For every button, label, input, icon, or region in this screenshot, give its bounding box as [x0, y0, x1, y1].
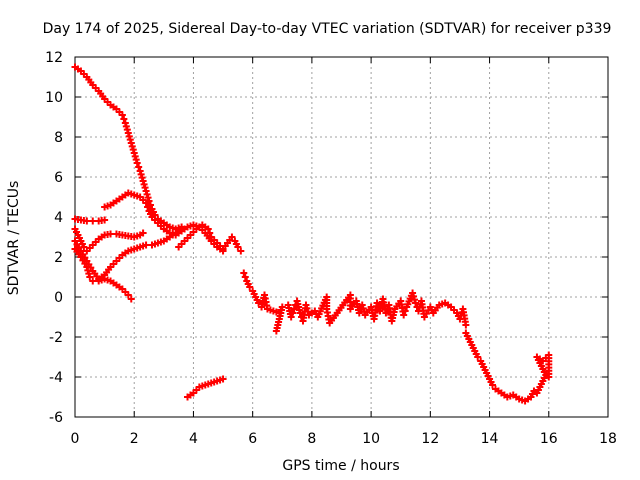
- data-point-arc-day: [287, 313, 295, 321]
- data-point-arc-late: [204, 225, 212, 233]
- y-tick-label: 4: [54, 210, 63, 226]
- y-tick-label: 12: [45, 50, 63, 66]
- data-point-arc-2: [178, 225, 186, 233]
- data-point-arc-late: [234, 243, 242, 251]
- data-point-arc-low: [124, 291, 132, 299]
- y-axis-label: SDTVAR / TECUs: [6, 181, 22, 296]
- chart-title: Day 174 of 2025, Sidereal Day-to-day VTE…: [43, 21, 612, 37]
- data-point-arc-3: [139, 229, 147, 237]
- data-point-arc-2: [142, 241, 150, 249]
- x-tick-label: 16: [540, 431, 558, 447]
- y-tick-label: 0: [54, 290, 63, 306]
- data-point-arc-eve: [489, 381, 497, 389]
- data-point-arc-dawn: [246, 283, 254, 291]
- data-point-arc-late: [237, 247, 245, 255]
- data-points: [71, 63, 553, 405]
- y-tick-label: -2: [49, 330, 63, 346]
- y-tick-label: 2: [54, 250, 63, 266]
- y-tick-label: 8: [54, 130, 63, 146]
- data-point-arc-day: [289, 309, 297, 317]
- data-point-arc-mid: [144, 203, 152, 211]
- data-point-arc-eve: [474, 353, 482, 361]
- data-point-arc-day: [401, 307, 409, 315]
- data-point-arc-day: [400, 311, 408, 319]
- data-point-arc-day: [296, 309, 304, 317]
- y-tick-label: -6: [49, 410, 63, 426]
- x-tick-label: 18: [599, 431, 617, 447]
- data-point-arc-high: [120, 115, 128, 123]
- x-tick-label: 2: [130, 431, 139, 447]
- x-tick-label: 4: [189, 431, 198, 447]
- x-tick-label: 14: [481, 431, 499, 447]
- data-point-arc-day: [462, 321, 470, 329]
- data-point-arc-eve: [545, 373, 553, 381]
- x-axis-label: GPS time / hours: [282, 458, 399, 474]
- x-tick-label: 6: [248, 431, 257, 447]
- data-point-arc-day: [355, 309, 363, 317]
- data-point-arc-4: [101, 216, 109, 224]
- data-point-arc-4: [89, 217, 97, 225]
- x-tick-label: 0: [71, 431, 80, 447]
- data-point-arc-late: [206, 229, 214, 237]
- data-point-arc-dawn: [240, 269, 248, 277]
- data-point-arc-low: [127, 295, 135, 303]
- x-tick-labels: 0 2 4 6 8 10 12 14 16 18: [71, 431, 617, 447]
- data-point-arc-neg: [219, 375, 227, 383]
- y-tick-label: 6: [54, 170, 63, 186]
- x-tick-label: 12: [421, 431, 439, 447]
- data-point-arc-late: [228, 233, 236, 241]
- data-point-arc-day: [382, 309, 390, 317]
- data-point-arc-low: [89, 277, 97, 285]
- data-point-arc-3: [107, 230, 115, 238]
- data-point-arc-day: [412, 299, 420, 307]
- y-gridlines: [75, 96, 608, 378]
- x-gridlines: [133, 57, 550, 417]
- data-point-arc-mid: [142, 199, 150, 207]
- x-tick-label: 8: [307, 431, 316, 447]
- y-tick-label: -4: [49, 370, 63, 386]
- axis-ticks: [74, 56, 609, 418]
- data-point-arc-4: [83, 217, 91, 225]
- data-point-arc-high: [133, 159, 141, 167]
- data-point-arc-high: [135, 163, 143, 171]
- data-point-arc-high: [118, 111, 126, 119]
- data-point-arc-low: [86, 273, 94, 281]
- data-point-arc-dawn: [241, 273, 249, 281]
- y-tick-label: 10: [45, 90, 63, 106]
- x-tick-label: 10: [362, 431, 380, 447]
- y-tick-labels: -6 -4 -2 0 2 4 6 8 10 12: [45, 50, 63, 426]
- data-point-arc-dawn: [272, 327, 280, 335]
- plot-frame: [74, 56, 609, 418]
